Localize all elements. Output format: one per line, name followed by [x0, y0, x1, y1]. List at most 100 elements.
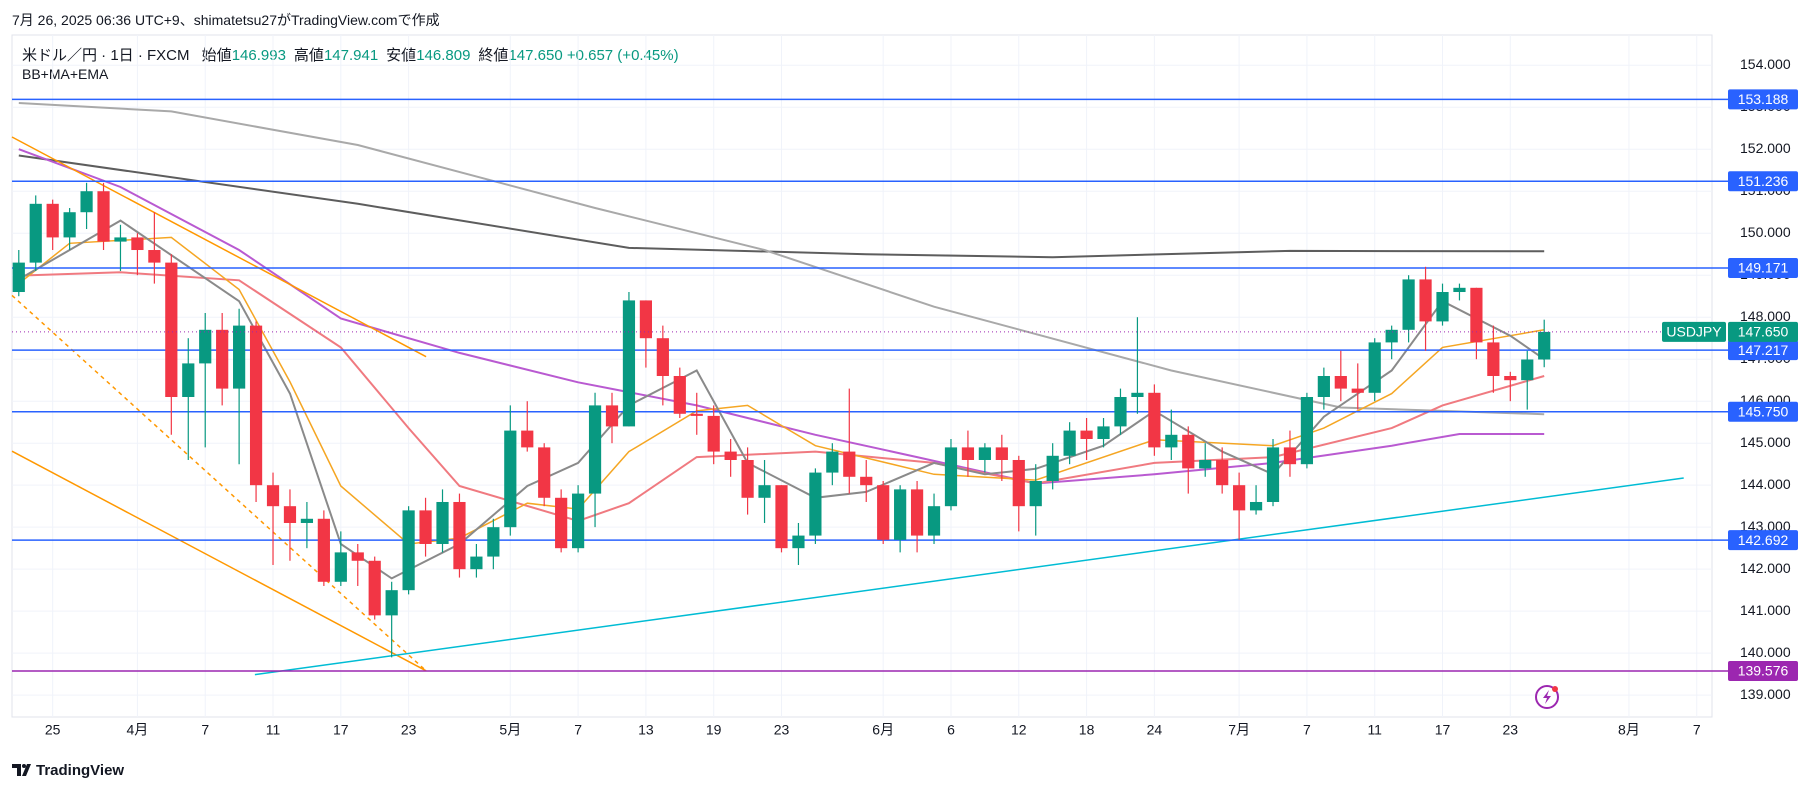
candle-body	[1266, 447, 1280, 502]
candle-body	[368, 560, 381, 616]
y-tick-label: 145.000	[1740, 434, 1791, 450]
symbol-legend: 米ドル／円 · 1日 · FXCM 始値146.993 高値147.941 安値14…	[22, 44, 679, 65]
candle-body	[1012, 459, 1025, 507]
indicator-line	[18, 154, 1545, 259]
candle-body	[419, 510, 432, 544]
level-label-box	[1728, 171, 1798, 192]
candle-body	[300, 518, 314, 523]
candle-body	[843, 451, 856, 477]
candle-body	[283, 506, 297, 523]
y-tick-label: 140.000	[1740, 644, 1791, 660]
candle-body	[622, 300, 636, 427]
candle-body	[402, 510, 415, 591]
level-label-box	[1728, 258, 1798, 279]
x-tick-label: 7	[1693, 722, 1701, 738]
x-tick-label: 7	[574, 722, 582, 738]
candle-body	[436, 501, 449, 544]
candle-body	[453, 501, 466, 570]
level-label-box	[1728, 530, 1798, 551]
change: +0.657 (+0.45%)	[566, 47, 679, 64]
candle-body	[860, 476, 873, 486]
level-label: 149.171	[1738, 260, 1789, 276]
level-label: 151.236	[1738, 173, 1789, 189]
candle-body	[877, 485, 890, 540]
y-tick-label: 141.000	[1740, 602, 1791, 618]
candle-body	[995, 447, 1008, 460]
candle-body	[927, 506, 941, 536]
candle-body	[63, 212, 76, 238]
x-tick-label: 7月	[1228, 722, 1250, 738]
x-tick-label: 23	[401, 722, 417, 738]
candle-body	[1029, 480, 1042, 507]
candle-body	[1216, 459, 1229, 486]
layers: 139.000 140.000 141.000 142.000 143.000 144.0…	[11, 35, 1798, 738]
candle-body	[605, 405, 619, 427]
candle-body	[1419, 279, 1432, 322]
x-tick-label: 19	[706, 722, 722, 738]
candle-body	[1199, 459, 1212, 469]
y-tick-label: 144.000	[1740, 476, 1791, 492]
candle-body	[978, 447, 991, 460]
candle-body	[1080, 430, 1093, 439]
level-label-box	[1728, 89, 1798, 110]
candle-body	[199, 329, 212, 364]
x-tick-label: 23	[1503, 722, 1519, 738]
ohlc-value: 146.809	[416, 47, 471, 64]
alert-icon[interactable]	[1535, 685, 1559, 709]
candle-body	[1097, 426, 1110, 439]
candle-body	[521, 430, 534, 448]
candle-body	[826, 451, 839, 473]
candle-body	[775, 485, 788, 549]
level-label-box	[1728, 340, 1798, 361]
candle-body	[656, 338, 669, 376]
candle-body	[1233, 485, 1246, 511]
candle-body	[1046, 455, 1059, 481]
candle-body	[1487, 342, 1500, 376]
candle-body	[1521, 359, 1534, 381]
candle-body	[1453, 287, 1466, 293]
candle-body	[470, 556, 483, 570]
candle-body	[1283, 447, 1297, 465]
y-tick-label: 150.000	[1740, 224, 1791, 240]
candle-body	[46, 203, 59, 238]
x-tick-label: 18	[1079, 722, 1095, 738]
ohlc-value: 147.650	[508, 47, 563, 64]
candle-body	[1165, 434, 1178, 448]
candle-body	[351, 552, 364, 561]
candle-body	[894, 489, 907, 540]
x-tick-label: 17	[1435, 722, 1451, 738]
candle-body	[1131, 392, 1144, 397]
candle-body	[317, 518, 330, 582]
indicator-line	[18, 148, 1545, 485]
candle-body	[1436, 292, 1449, 322]
symbol-label: USDJPY	[1666, 324, 1722, 340]
symbol-title: 米ドル／円 · 1日 · FXCM	[22, 47, 190, 64]
candle-body	[741, 459, 754, 498]
candle-body	[961, 447, 975, 460]
x-tick-label: 25	[45, 722, 61, 738]
candle-body	[80, 191, 93, 213]
ohlc-label: 始値	[201, 47, 232, 64]
candle-body	[148, 250, 161, 263]
candle-body	[165, 262, 178, 397]
x-tick-label: 6	[947, 722, 955, 738]
candle-body	[792, 535, 805, 549]
candle-body	[1470, 287, 1483, 343]
candle-body	[690, 413, 703, 416]
candle-body	[944, 447, 958, 507]
x-tick-label: 11	[1367, 722, 1382, 738]
level-label: 142.692	[1738, 532, 1789, 548]
x-tick-label: 13	[638, 722, 654, 738]
candle-body	[504, 430, 517, 528]
trend-line	[11, 450, 427, 672]
level-label: 139.576	[1738, 663, 1789, 679]
y-tick-label: 139.000	[1740, 686, 1791, 702]
candle-body	[266, 485, 280, 507]
ohlc-label: 終値	[478, 47, 509, 64]
indicator-line	[18, 219, 1545, 580]
candle-body	[1504, 376, 1517, 381]
candle-body	[249, 325, 263, 486]
level-label: 145.750	[1738, 403, 1789, 419]
candle-body	[97, 191, 110, 242]
